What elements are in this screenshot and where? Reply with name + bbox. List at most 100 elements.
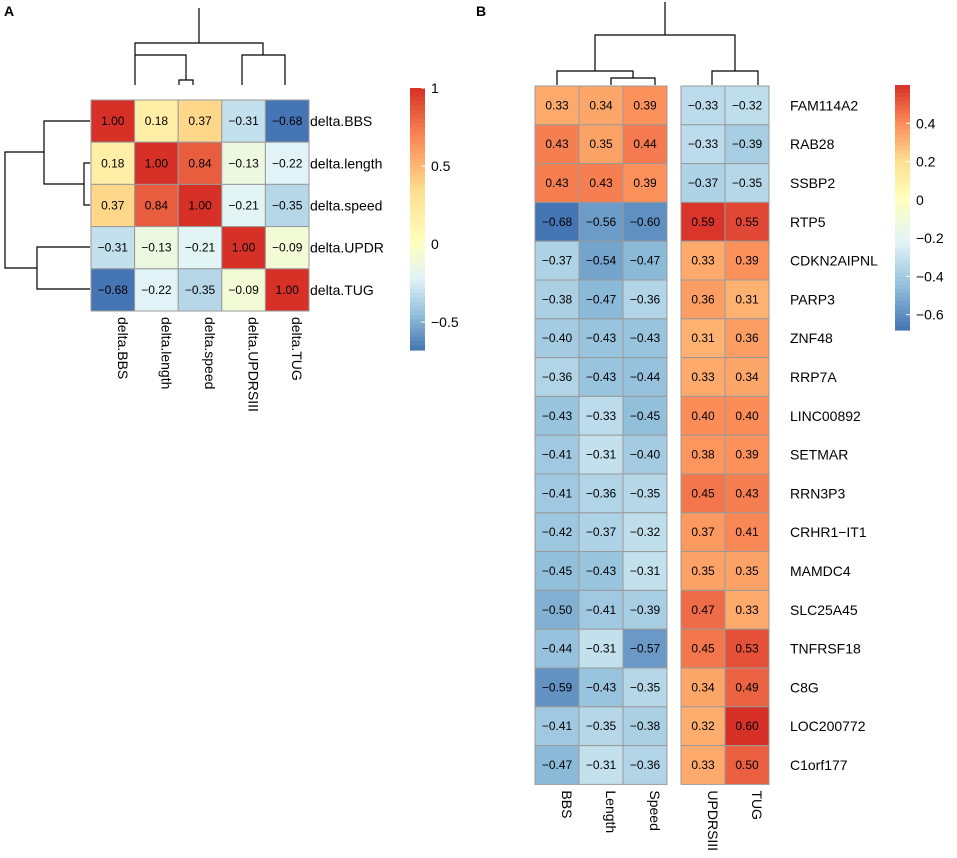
legend-gradient-segment (410, 236, 425, 242)
cell-value-label: 0.50 (735, 758, 759, 772)
column-label: delta.TUG (289, 317, 305, 381)
heatmap-a: A 1.00 0.18 0.37 −0.31 −0.68 0.18 1.00 0.84 −0.1… (4, 3, 459, 412)
heatmap-cell (134, 226, 179, 270)
heatmap-cell (578, 85, 624, 126)
legend-tick-label: 1 (431, 80, 439, 96)
legend-gradient-segment (410, 192, 425, 198)
heatmap-cell (724, 163, 770, 203)
legend-gradient-segment (410, 105, 425, 111)
legend-gradient-segment (410, 253, 425, 259)
legend-gradient-segment (895, 215, 910, 221)
cell-value-label: 0.40 (735, 409, 759, 423)
cell-value-label: 0.34 (691, 680, 715, 694)
heatmap-cell (622, 473, 668, 514)
heatmap-cell (724, 357, 770, 397)
legend-gradient-segment (410, 280, 425, 286)
legend-gradient-segment (410, 153, 425, 159)
heatmap-cell (724, 395, 770, 436)
legend-gradient-segment (895, 158, 910, 164)
legend-gradient-segment (895, 252, 910, 258)
legend-gradient-segment (410, 245, 425, 251)
legend-gradient-segment (895, 232, 910, 237)
cell-value-label: −0.56 (586, 215, 617, 229)
legend-tick-label: 0 (431, 236, 439, 252)
legend-gradient-segment (410, 306, 425, 312)
cell-value-label: −0.13 (228, 156, 259, 170)
legend-gradient-segment (410, 271, 425, 277)
legend-gradient-segment (895, 276, 910, 282)
legend-gradient-segment (895, 264, 910, 270)
heatmap-cell (622, 318, 668, 359)
cell-value-label: −0.43 (542, 409, 573, 423)
heatmap-cell (578, 279, 624, 320)
column-label: Speed (647, 790, 663, 830)
cell-value-label: −0.68 (98, 283, 129, 297)
heatmap-cell (680, 318, 726, 359)
cell-value-label: −0.50 (542, 603, 573, 617)
heatmap-cell (534, 201, 580, 242)
heatmap-cell (534, 745, 580, 785)
cell-value-label: −0.44 (630, 370, 661, 384)
legend-gradient-segment (895, 109, 910, 115)
legend-gradient-segment (410, 319, 425, 325)
legend-gradient-segment (410, 323, 425, 329)
cell-value-label: −0.45 (542, 564, 573, 578)
legend-gradient-segment (895, 281, 910, 286)
cell-value-label: 1.00 (276, 283, 300, 297)
heatmap-b-color-legend: 0.4 0.2 0 −0.2 −0.4 −0.6 (895, 85, 944, 331)
heatmap-a-column-dendrogram (134, 8, 286, 85)
row-label: ZNF48 (790, 330, 833, 346)
cell-value-label: 0.35 (589, 137, 613, 151)
cell-value-label: 0.43 (545, 176, 569, 190)
row-label: delta.BBS (310, 113, 372, 129)
heatmap-cell (724, 318, 770, 359)
legend-gradient-segment (410, 96, 425, 102)
legend-gradient-segment (410, 127, 425, 133)
legend-gradient-segment (410, 275, 425, 281)
legend-gradient-segment (895, 260, 910, 266)
heatmap-cell (90, 99, 136, 143)
cell-value-label: −0.54 (586, 254, 617, 268)
cell-value-label: 0.43 (589, 176, 613, 190)
heatmap-cell (578, 473, 624, 514)
cell-value-label: −0.43 (630, 331, 661, 345)
legend-gradient-segment (895, 195, 910, 200)
cell-value-label: −0.32 (630, 525, 661, 539)
heatmap-cell (680, 628, 726, 669)
cell-value-label: −0.33 (688, 137, 719, 151)
heatmap-cell (680, 551, 726, 591)
heatmap-cell (622, 434, 668, 475)
legend-gradient-segment (410, 88, 425, 93)
heatmap-b-cells: 0.33 0.34 0.39 −0.33 −0.320.43 0.35 0.44 −0.33−… (534, 85, 770, 785)
heatmap-a-dendrograms (4, 8, 286, 290)
heatmap-a-color-legend: 1 0.5 0 −0.5 (410, 80, 459, 351)
legend-gradient-segment (895, 170, 910, 176)
cell-value-label: −0.36 (630, 758, 661, 772)
heatmap-cell (680, 512, 726, 553)
panel-a-label: A (4, 3, 14, 19)
cell-value-label: 0.41 (735, 525, 759, 539)
column-label: delta.speed (202, 317, 218, 389)
legend-gradient-segment (895, 183, 910, 188)
cell-value-label: −0.43 (586, 680, 617, 694)
heatmap-cell (680, 124, 726, 165)
cell-value-label: 0.60 (735, 719, 759, 733)
heatmap-b-dendrograms (556, 2, 759, 85)
legend-gradient-segment (895, 142, 910, 147)
row-label: SLC25A45 (790, 602, 858, 618)
legend-gradient-segment (895, 240, 910, 245)
heatmap-cell (534, 318, 580, 359)
heatmap-a-row-labels: delta.BBS delta.length delta.speed delta.UP… (310, 113, 384, 298)
cell-value-label: −0.38 (542, 292, 573, 306)
cell-value-label: 0.45 (691, 642, 715, 656)
legend-gradient-segment (895, 207, 910, 213)
cell-value-label: −0.31 (98, 241, 129, 255)
legend-gradient-segment (895, 125, 910, 131)
row-label: SSBP2 (790, 175, 835, 191)
heatmap-a-row-dendrogram (4, 120, 90, 290)
legend-gradient-segment (895, 187, 910, 192)
heatmap-cell (534, 240, 580, 281)
heatmap-cell (534, 706, 580, 747)
cell-value-label: 0.33 (691, 758, 715, 772)
legend-gradient-segment (410, 157, 425, 163)
